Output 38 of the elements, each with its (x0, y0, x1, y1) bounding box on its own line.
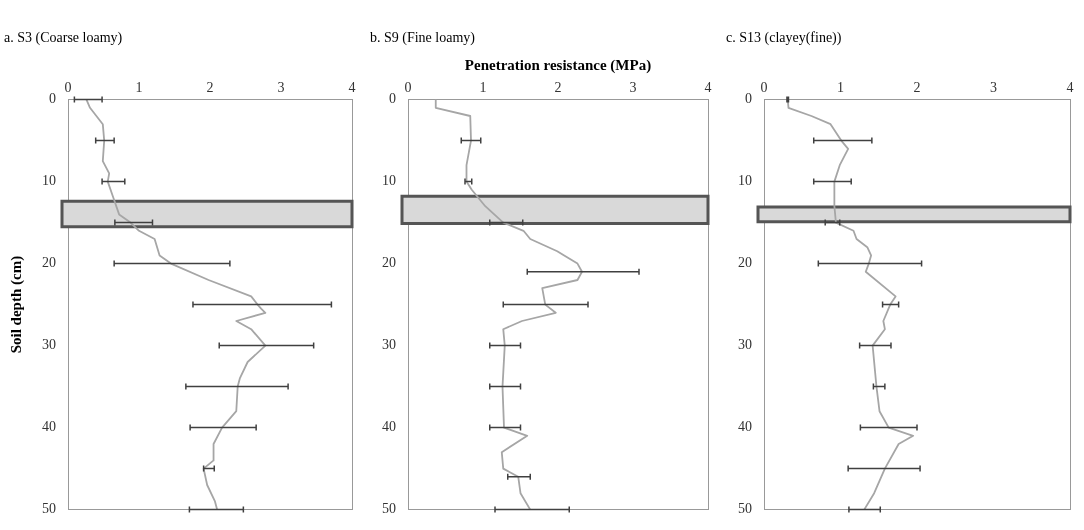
x-tick-label: 0 (64, 79, 72, 95)
x-tick-label: 1 (837, 79, 844, 95)
y-tick-label: 10 (738, 173, 752, 189)
y-tick-label: 40 (42, 419, 56, 435)
x-tick-label: 2 (913, 79, 921, 95)
x-tick-label: 3 (629, 79, 637, 95)
y-tick-label: 50 (382, 501, 396, 517)
y-tick-label: 40 (382, 419, 396, 435)
y-tick-label: 0 (49, 91, 56, 107)
x-tick-label: 2 (554, 79, 562, 95)
x-tick-label: 1 (135, 79, 143, 95)
y-tick-label: 30 (382, 337, 396, 353)
x-tick-label: 3 (277, 79, 285, 95)
y-tick-label: 20 (42, 255, 56, 271)
chart-title: a. S3 (Coarse loamy) (4, 30, 123, 47)
y-tick-label: 30 (738, 337, 752, 353)
y-tick-label: 50 (738, 501, 752, 517)
chart-title: c. S13 (clayey(fine)) (726, 30, 842, 47)
x-tick-label: 0 (404, 79, 412, 95)
x-tick-label: 4 (1066, 79, 1074, 95)
y-tick-label: 40 (738, 419, 752, 435)
chart-title: b. S9 (Fine loamy) (370, 30, 476, 47)
y-axis-title: Soil depth (cm) (7, 255, 25, 354)
y-tick-label: 0 (745, 91, 752, 107)
y-tick-label: 20 (382, 255, 396, 271)
x-tick-label: 4 (348, 79, 356, 95)
x-tick-label: 1 (479, 79, 487, 95)
x-tick-label: 2 (206, 79, 214, 95)
y-tick-label: 10 (42, 173, 56, 189)
y-tick-label: 0 (389, 91, 396, 107)
y-tick-label: 50 (42, 501, 56, 517)
y-tick-label: 20 (738, 255, 752, 271)
y-tick-label: 30 (42, 337, 56, 353)
x-tick-label: 3 (990, 79, 997, 95)
y-tick-label: 10 (382, 173, 396, 189)
x-tick-label: 4 (704, 79, 712, 95)
x-axis-title: Penetration resistance (MPa) (464, 56, 652, 74)
x-tick-label: 0 (760, 79, 768, 95)
